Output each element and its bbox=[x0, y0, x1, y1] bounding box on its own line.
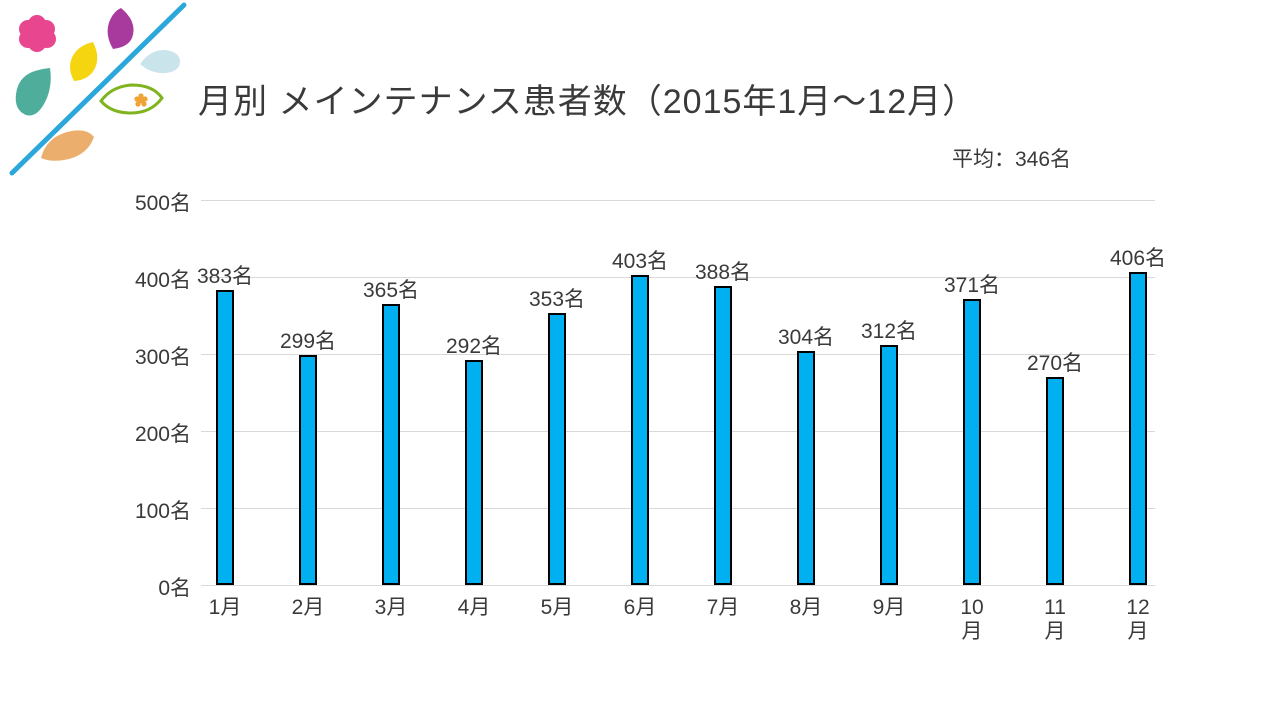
bar-value-label: 365名 bbox=[362, 278, 420, 302]
bar-value-label: 299名 bbox=[279, 329, 337, 353]
bar-4月 bbox=[465, 360, 483, 585]
gridline-300 bbox=[201, 353, 1155, 355]
purple-leaf-icon bbox=[107, 8, 134, 49]
bar-value-label: 304名 bbox=[777, 325, 835, 349]
bar-11月 bbox=[1046, 377, 1064, 585]
y-axis-tick-label: 400名 bbox=[134, 269, 191, 292]
gridline-400 bbox=[201, 276, 1155, 278]
x-axis-tick-label: 9月 bbox=[872, 596, 906, 619]
gridline-0 bbox=[201, 584, 1155, 586]
orange-leaf-icon bbox=[41, 130, 94, 161]
x-axis-tick-label: 3月 bbox=[374, 596, 408, 619]
y-axis-tick-label: 0名 bbox=[158, 577, 191, 600]
bar-value-label: 371名 bbox=[943, 274, 1001, 298]
x-axis-tick-label: 11 月 bbox=[1044, 596, 1066, 644]
x-axis-tick-label: 5月 bbox=[540, 596, 574, 619]
lightblue-drop-icon bbox=[140, 50, 181, 74]
bar-10月 bbox=[963, 299, 981, 585]
bar-value-label: 292名 bbox=[445, 335, 503, 359]
y-axis-tick-label: 300名 bbox=[134, 346, 191, 369]
green-outline-leaf-icon bbox=[99, 83, 164, 115]
y-axis-tick-label: 200名 bbox=[134, 423, 191, 446]
x-axis-tick-label: 12 月 bbox=[1126, 596, 1150, 644]
bar-value-label: 388名 bbox=[694, 261, 752, 285]
x-axis-tick-label: 10 月 bbox=[960, 596, 984, 644]
gridline-100 bbox=[201, 507, 1155, 509]
bar-12月 bbox=[1129, 272, 1147, 585]
x-axis-tick-label: 7月 bbox=[706, 596, 740, 619]
bar-3月 bbox=[382, 303, 400, 585]
y-axis-tick-label: 100名 bbox=[134, 500, 191, 523]
y-axis-tick-label: 500名 bbox=[134, 192, 191, 215]
page-title: 月別 メインテナンス患者数（2015年1月～12月） bbox=[198, 83, 978, 121]
bar-value-label: 270名 bbox=[1026, 352, 1084, 376]
bar-value-label: 403名 bbox=[611, 249, 669, 273]
bar-value-label: 312名 bbox=[860, 319, 918, 343]
diagonal-stem-icon bbox=[9, 2, 187, 176]
x-axis-tick-label: 1月 bbox=[208, 596, 242, 619]
bar-7月 bbox=[714, 286, 732, 585]
x-axis-tick-label: 4月 bbox=[457, 596, 491, 619]
gridline-200 bbox=[201, 430, 1155, 432]
x-axis-tick-label: 8月 bbox=[789, 596, 823, 619]
bar-9月 bbox=[880, 344, 898, 585]
pink-flower-icon bbox=[19, 15, 56, 52]
bar-value-label: 383名 bbox=[196, 265, 254, 289]
bar-1月 bbox=[216, 290, 234, 585]
bar-5月 bbox=[548, 313, 566, 585]
orange-flower-icon bbox=[134, 93, 148, 107]
yellow-leaf-icon bbox=[70, 42, 98, 81]
x-axis-tick-label: 6月 bbox=[623, 596, 657, 619]
gridline-500 bbox=[201, 199, 1155, 201]
average-annotation: 平均：346名 bbox=[952, 148, 1072, 171]
bar-6月 bbox=[631, 274, 649, 585]
x-axis-tick-label: 2月 bbox=[291, 596, 325, 619]
bar-value-label: 406名 bbox=[1109, 247, 1167, 271]
bar-2月 bbox=[299, 354, 317, 585]
teal-leaf-icon bbox=[15, 68, 51, 116]
bar-8月 bbox=[797, 350, 815, 585]
decorative-leaves-logo bbox=[9, 2, 187, 176]
bar-value-label: 353名 bbox=[528, 288, 586, 312]
